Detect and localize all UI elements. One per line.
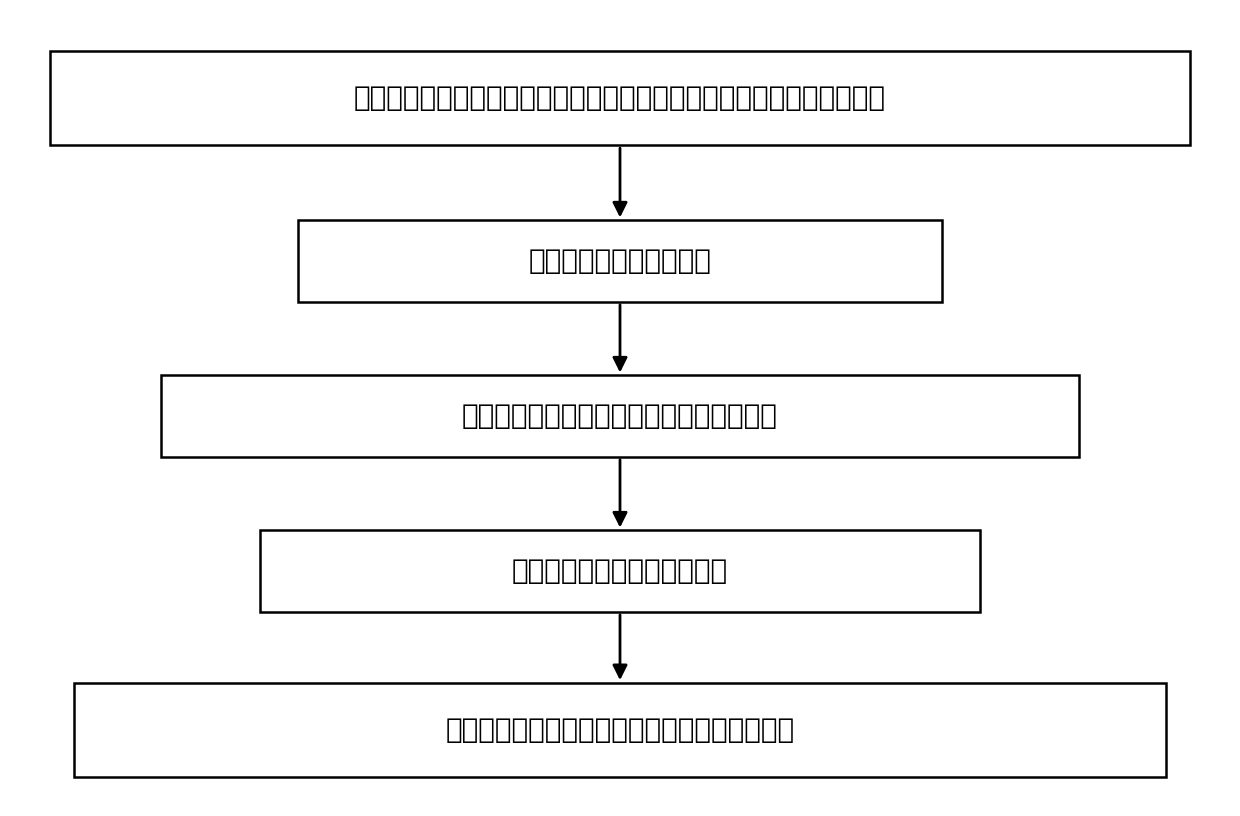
Text: 将介质谐振柱组件的连接螺柱旋入金属腔体: 将介质谐振柱组件的连接螺柱旋入金属腔体 xyxy=(463,402,777,430)
Bar xyxy=(161,375,1079,457)
Text: 加工带有金属连接板的介质谐振柱组件，且金属连接板上加工有连接螺柱: 加工带有金属连接板的介质谐振柱组件，且金属连接板上加工有连接螺柱 xyxy=(353,84,887,112)
Text: 用盖板封盖金属腔体开口一端: 用盖板封盖金属腔体开口一端 xyxy=(512,557,728,585)
Text: 加工一端开口的金属腔体: 加工一端开口的金属腔体 xyxy=(528,247,712,275)
Bar xyxy=(74,683,1166,777)
Bar xyxy=(298,220,942,302)
Text: 将调谐螺钉从盖板上端旋入并伸入金属腔体内部: 将调谐螺钉从盖板上端旋入并伸入金属腔体内部 xyxy=(445,716,795,744)
Bar xyxy=(260,530,980,612)
Bar xyxy=(50,51,1190,145)
